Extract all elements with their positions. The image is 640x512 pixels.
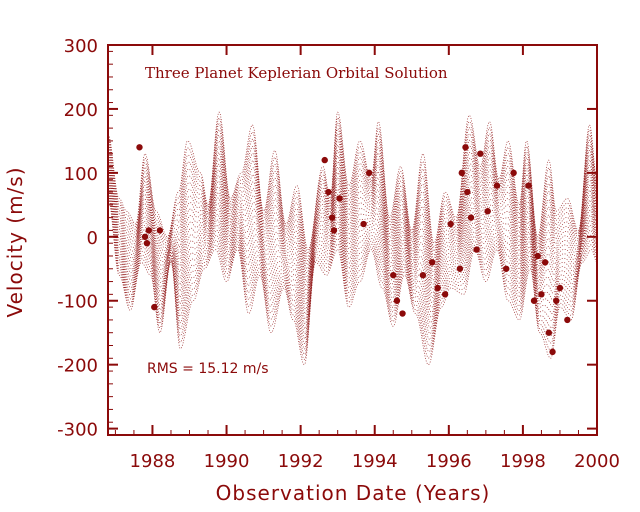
data-point <box>510 169 517 177</box>
x-tick-label: 1990 <box>204 451 250 472</box>
data-point <box>525 182 532 189</box>
data-point <box>156 227 164 234</box>
data-point <box>360 220 367 228</box>
data-point <box>545 329 553 336</box>
data-point <box>564 316 571 324</box>
data-point <box>325 188 332 196</box>
plot-frame <box>107 44 598 436</box>
data-point <box>549 348 556 356</box>
data-point <box>390 271 397 279</box>
data-point <box>393 297 401 304</box>
y-tick-label: 0 <box>87 228 98 249</box>
x-tick-label: 1988 <box>130 451 176 472</box>
data-point <box>336 195 343 202</box>
data-point <box>477 150 484 157</box>
data-point <box>541 259 549 266</box>
data-point <box>538 291 545 298</box>
data-point <box>365 169 373 177</box>
x-tick-label: 1994 <box>352 451 398 472</box>
data-point <box>321 156 328 164</box>
data-point <box>328 214 336 221</box>
y-tick-label: 100 <box>64 164 98 185</box>
data-point <box>136 144 143 151</box>
x-tick-label: 1998 <box>500 451 546 472</box>
x-tick-label: 2000 <box>574 451 620 472</box>
data-point <box>484 208 491 215</box>
y-tick-label: 200 <box>64 100 98 121</box>
data-point <box>399 310 406 317</box>
data-point <box>530 297 538 304</box>
data-point <box>456 265 464 272</box>
data-point <box>553 297 560 304</box>
data-point <box>473 246 480 253</box>
x-tick-label: 1996 <box>426 451 472 472</box>
data-point <box>447 220 454 228</box>
data-point <box>464 188 471 196</box>
x-tick-label: 1992 <box>278 451 324 472</box>
x-axis-title: Observation Date (Years) <box>216 481 491 505</box>
data-point <box>462 144 469 151</box>
data-point <box>151 303 158 311</box>
data-point <box>428 259 436 266</box>
data-point <box>493 182 501 189</box>
data-point <box>143 239 151 247</box>
model-band <box>107 111 598 366</box>
data-point <box>441 291 449 298</box>
data-point <box>556 284 564 292</box>
observation-points <box>136 144 571 356</box>
data-point <box>141 233 149 241</box>
axis-ticks: 1988 1990 1992 1994 1996 1998 2000-300-200-100… <box>57 36 620 472</box>
data-point <box>419 271 427 279</box>
data-point <box>534 252 541 260</box>
data-point <box>434 284 441 292</box>
y-axis-title: Velocity (m/s) <box>3 166 27 317</box>
data-point <box>503 265 510 272</box>
data-point <box>145 227 152 234</box>
chart-title: Three Planet Keplerian Orbital Solution <box>145 64 448 82</box>
data-point <box>458 169 465 177</box>
data-point <box>467 214 475 221</box>
data-point <box>330 227 338 234</box>
y-tick-label: -200 <box>57 356 98 377</box>
y-tick-label: -100 <box>57 292 98 313</box>
y-tick-label: -300 <box>57 420 98 441</box>
y-tick-label: 300 <box>64 36 98 57</box>
rms-annotation: RMS = 15.12 m/s <box>147 361 269 377</box>
model-band-curves <box>107 111 598 366</box>
